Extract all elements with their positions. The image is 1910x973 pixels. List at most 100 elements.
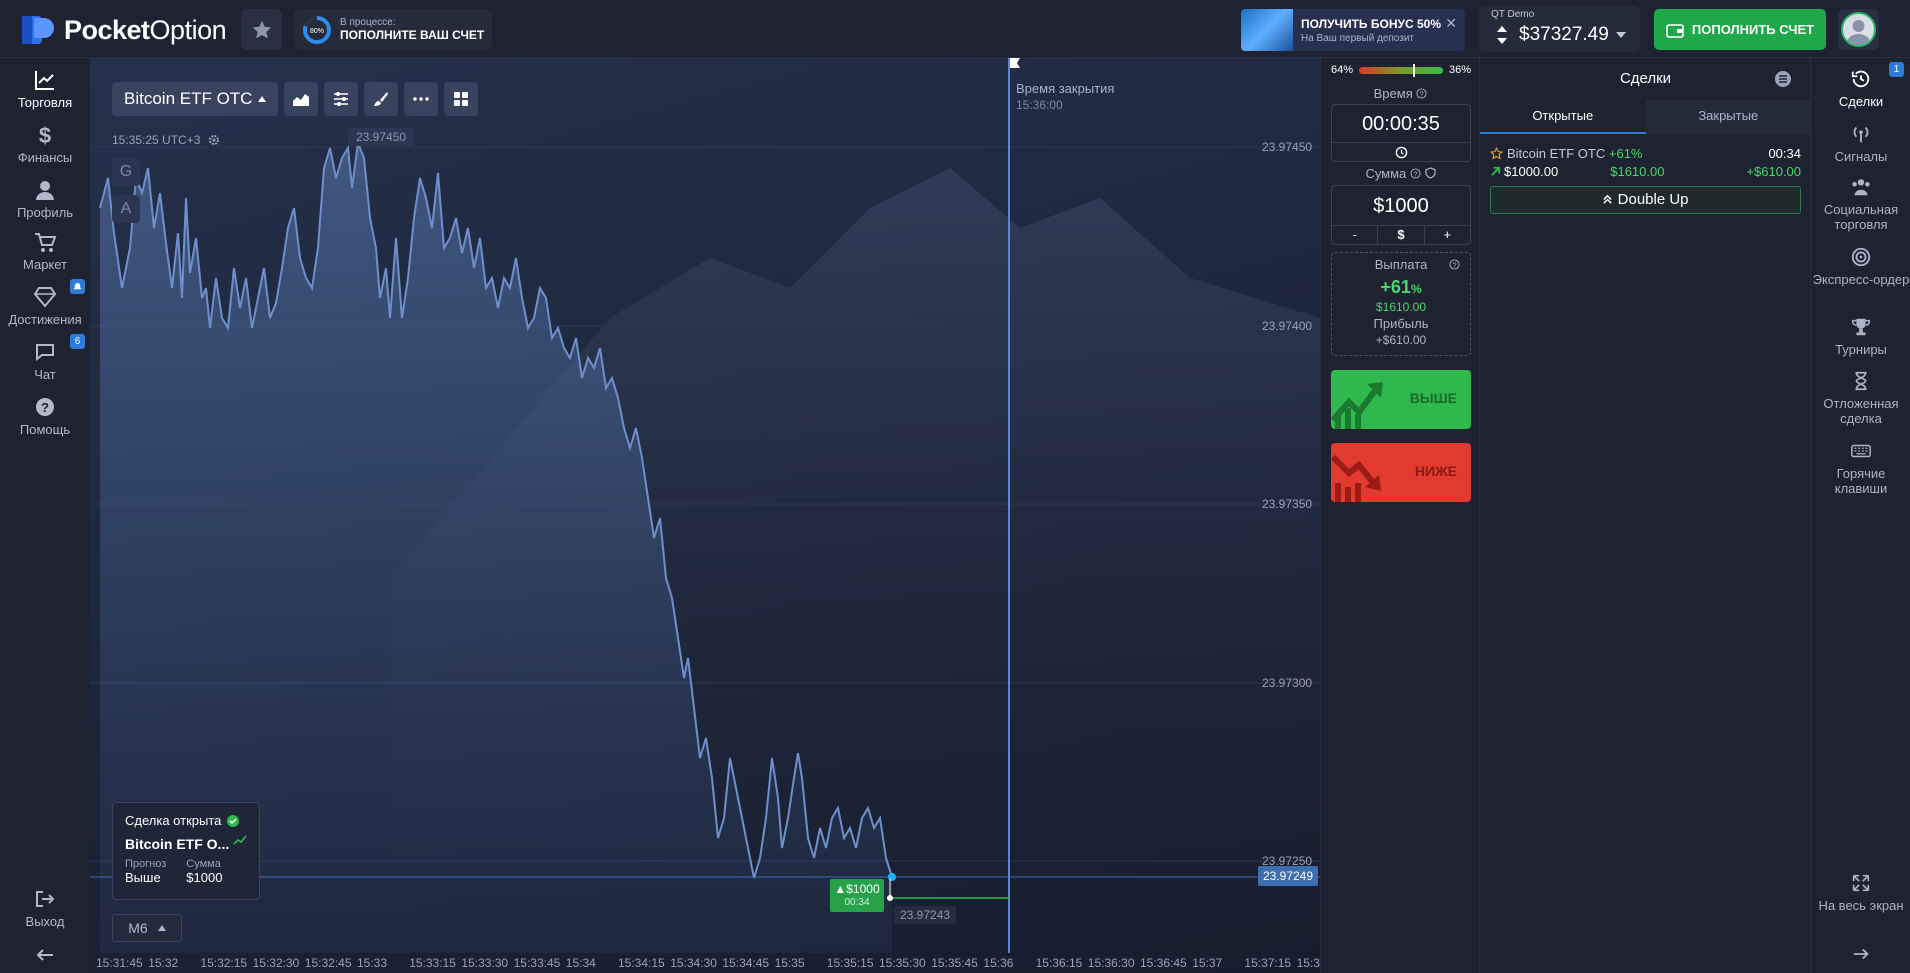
- time-tick: 15:33:45: [513, 956, 561, 970]
- deposit-button[interactable]: ПОПОЛНИТЬ СЧЕТ: [1654, 9, 1826, 50]
- help-icon[interactable]: ?: [1410, 168, 1421, 179]
- diamond-icon: [33, 287, 57, 308]
- a-button[interactable]: A: [112, 195, 140, 223]
- sidebar-item-achievements[interactable]: Достижения: [0, 279, 90, 327]
- sidebar-item-finance[interactable]: $ Финансы: [17, 123, 73, 165]
- sidebar-item-market[interactable]: Маркет: [0, 230, 90, 272]
- favorites-button[interactable]: [241, 9, 282, 50]
- chart-toolbar: Bitcoin ETF OTC: [112, 82, 479, 116]
- chart-type-button[interactable]: [284, 82, 319, 116]
- arrow-left-icon: [36, 949, 53, 961]
- timeframe-selector[interactable]: M6: [112, 914, 182, 942]
- shield-icon[interactable]: [1424, 167, 1436, 179]
- price-area: [100, 143, 892, 953]
- sidebar-item-express-order[interactable]: Экспресс-ордер: [1811, 246, 1910, 287]
- time-input[interactable]: 00:00:35: [1331, 104, 1471, 162]
- price-level: 23.97350: [1262, 497, 1313, 511]
- more-button[interactable]: [404, 82, 439, 116]
- sidebar-item-trading[interactable]: Торговля: [0, 60, 90, 114]
- account-balance: $37327.49: [1519, 24, 1609, 45]
- keyboard-icon: [1851, 444, 1871, 458]
- time-axis: 15:31:45 15:32 15:32:15 15:32:30 15:32:45 15:…: [90, 952, 1320, 973]
- time-tick: 15:34:45: [722, 956, 770, 970]
- price-line: [99, 139, 893, 879]
- check-circle-icon: [227, 814, 240, 827]
- caret-up-icon: [258, 96, 267, 102]
- sell-down-button[interactable]: НИЖЕ: [1331, 443, 1471, 502]
- arrow-right-icon: [1853, 948, 1869, 960]
- double-up-button[interactable]: Double Up: [1490, 186, 1801, 214]
- clock-icon[interactable]: [1395, 146, 1408, 159]
- sliders-icon: [334, 92, 349, 106]
- user-avatar-icon: [1841, 12, 1876, 47]
- double-chevron-up-icon: [1603, 194, 1613, 204]
- deals-badge: 1: [1889, 62, 1904, 77]
- price-chart[interactable]: Bitcoin ETF OTC 15:35:25 UTC+3 G A 23.97…: [90, 58, 1320, 973]
- asset-selector[interactable]: Bitcoin ETF OTC: [112, 82, 279, 116]
- bonus-banner[interactable]: ПОЛУЧИТЬ БОНУС 50% На Ваш первый депозит…: [1241, 9, 1465, 51]
- g-button[interactable]: G: [112, 158, 140, 186]
- account-switcher[interactable]: QT Demo $37327.49: [1479, 6, 1640, 52]
- tab-open[interactable]: Открытые: [1480, 100, 1646, 134]
- target-icon: [1851, 247, 1871, 267]
- amount-input[interactable]: $1000 - $ +: [1331, 185, 1471, 245]
- current-price-tag: 23.97249: [1258, 866, 1318, 886]
- avatar[interactable]: [1838, 9, 1879, 50]
- brush-icon: [374, 92, 389, 106]
- top-header: PocketOption 80% В процессе: ПОПОЛНИТЕ В…: [0, 0, 1910, 58]
- hourglass-icon: [1855, 371, 1867, 391]
- gear-icon[interactable]: [208, 134, 220, 146]
- time-tick: 15:33: [357, 956, 388, 970]
- help-icon[interactable]: ?: [1416, 88, 1427, 99]
- collapse-sidebar-button[interactable]: [0, 943, 90, 970]
- time-tick: 15:36:15: [1035, 956, 1083, 970]
- deal-opened-card[interactable]: Сделка открыта Bitcoin ETF O... Прогноз …: [112, 802, 260, 900]
- star-outline-icon[interactable]: [1490, 147, 1503, 160]
- time-tick: 15:32:15: [200, 956, 248, 970]
- amount-decrease-button[interactable]: -: [1332, 226, 1379, 244]
- sidebar-item-help[interactable]: ? Помощь: [0, 395, 90, 437]
- help-icon[interactable]: ?: [1449, 259, 1460, 270]
- time-tick: 15:32:30: [252, 956, 300, 970]
- deals-tabs: Открытые Закрытые: [1480, 100, 1811, 134]
- svg-text:?: ?: [41, 400, 49, 415]
- entry-price-tag: 23.97243: [894, 906, 957, 924]
- sidebar-item-deals[interactable]: Сделки 1: [1811, 62, 1910, 109]
- star-icon: [252, 20, 271, 38]
- deposit-progress[interactable]: 80% В процессе: ПОПОЛНИТЕ ВАШ СЧЕТ: [294, 9, 492, 50]
- logout-button[interactable]: Выход: [0, 887, 90, 929]
- currency-toggle[interactable]: $: [1378, 226, 1425, 244]
- sidebar-item-social-trading[interactable]: Социальная торговля: [1811, 176, 1910, 232]
- open-trade-marker[interactable]: ▲$1000 00:34: [830, 879, 884, 912]
- sidebar-item-profile[interactable]: Профиль: [0, 178, 90, 220]
- trend-down-icon: [1331, 454, 1381, 502]
- amount-increase-button[interactable]: +: [1443, 227, 1452, 242]
- collapse-right-button[interactable]: [1811, 943, 1910, 969]
- list-icon[interactable]: [1774, 70, 1792, 88]
- sidebar-item-signals[interactable]: Сигналы: [1811, 123, 1910, 164]
- time-tick: 15:36:45: [1140, 956, 1187, 970]
- drawing-tools-button[interactable]: [364, 82, 399, 116]
- tab-closed[interactable]: Закрытые: [1645, 100, 1811, 134]
- buy-up-button[interactable]: ВЫШЕ: [1331, 370, 1471, 429]
- bonus-image: [1241, 9, 1293, 51]
- sidebar-item-pending-trade[interactable]: Отложенная сделка: [1811, 370, 1910, 426]
- time-tick: 15:35: [774, 956, 805, 970]
- bonus-title: ПОЛУЧИТЬ БОНУС 50%: [1301, 16, 1441, 31]
- fullscreen-button[interactable]: На весь экран: [1811, 872, 1910, 913]
- sidebar-item-tournaments[interactable]: Турниры: [1811, 316, 1910, 357]
- trend-up-icon: [233, 835, 247, 845]
- close-icon[interactable]: ✕: [1445, 15, 1457, 31]
- live-point: [888, 873, 896, 881]
- sidebar-item-chat[interactable]: Чат 6: [0, 334, 90, 382]
- sidebar-item-hotkeys[interactable]: Горячие клавиши: [1811, 440, 1910, 496]
- expand-icon: [1852, 874, 1870, 892]
- deal-asset: Bitcoin ETF O...: [125, 836, 230, 852]
- time-tick: 15:37:15: [1244, 956, 1292, 970]
- profit-label: Прибыль: [1373, 316, 1429, 331]
- deal-row[interactable]: Bitcoin ETF OTC +61% 00:34: [1490, 146, 1801, 161]
- users-icon: [1852, 179, 1870, 196]
- logo[interactable]: PocketOption: [20, 14, 227, 46]
- indicators-button[interactable]: [324, 82, 359, 116]
- layout-button[interactable]: [444, 82, 479, 116]
